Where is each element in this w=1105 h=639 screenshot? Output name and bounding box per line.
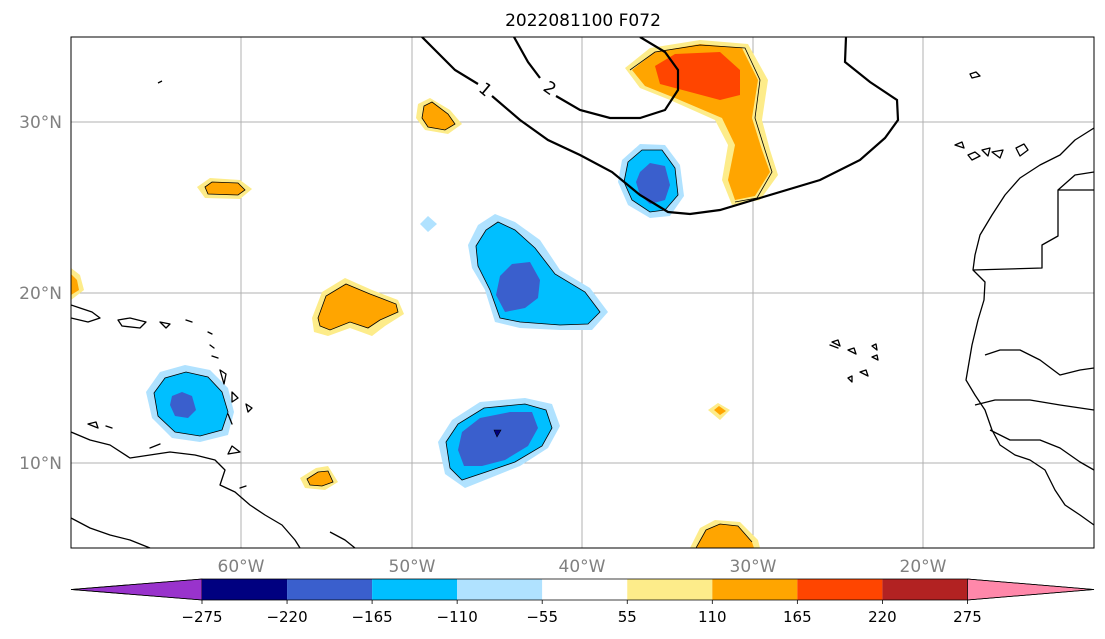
colorbar-tick-label: −165 — [351, 608, 392, 626]
lon-label-40w: 40°W — [559, 557, 606, 577]
colorbar-tick-label: −220 — [266, 608, 307, 626]
positive-anomalies — [71, 40, 778, 548]
coastlines — [71, 71, 1094, 548]
contour-2 — [513, 37, 680, 120]
thin-contours — [153, 44, 773, 548]
colorbar-segment — [287, 579, 373, 600]
coast-canaries — [954, 141, 1029, 161]
lat-label-20n: 20°N — [19, 284, 62, 304]
contour-1 — [421, 37, 900, 216]
map-title: 2022081100 F072 — [505, 11, 661, 31]
colorbar-segment — [372, 579, 458, 600]
colorbar-tick-label: −110 — [437, 608, 478, 626]
colorbar-segment — [627, 579, 713, 600]
coast-cape-verde — [829, 339, 879, 383]
map-frame — [70, 36, 1095, 549]
colorbar-segment — [797, 579, 883, 600]
colorbar-tick-label: −275 — [181, 608, 222, 626]
colorbar-tick-label: −55 — [526, 608, 558, 626]
lon-label-20w: 20°W — [900, 557, 947, 577]
minimum-marker — [493, 429, 502, 438]
colorbar-segment — [882, 579, 968, 600]
colorbar-extend-low — [70, 578, 203, 601]
colorbar-segment — [712, 579, 798, 600]
colorbar: −275 −220 −165 −110 −55 55 110 165 220 275 — [70, 578, 1095, 626]
map-panel: 1 2 — [71, 37, 1094, 548]
lon-label-30w: 30°W — [730, 557, 777, 577]
coast-south-america — [71, 431, 301, 548]
thick-contours — [421, 37, 900, 216]
latitude-labels: 30°N 20°N 10°N — [19, 113, 62, 474]
colorbar-tick-label: 110 — [698, 608, 727, 626]
anomaly-49w-24n — [420, 216, 437, 232]
lon-label-60w: 60°W — [218, 557, 265, 577]
coast-africa — [965, 127, 1094, 526]
colorbar-segment — [457, 579, 543, 600]
lat-label-30n: 30°N — [19, 113, 62, 133]
coast-caribbean — [71, 304, 253, 425]
lon-label-50w: 50°W — [389, 557, 436, 577]
colorbar-tick-label: 165 — [783, 608, 812, 626]
colorbar-segment — [542, 579, 628, 600]
colorbar-tick-label: 275 — [953, 608, 982, 626]
longitude-labels: 60°W 50°W 40°W 30°W 20°W — [218, 557, 947, 577]
anomaly-ne-red — [655, 52, 740, 100]
colorbar-tick-label: 220 — [868, 608, 897, 626]
lat-label-10n: 10°N — [19, 454, 62, 474]
colorbar-extend-high — [967, 578, 1095, 601]
colorbar-tick-label: 55 — [618, 608, 637, 626]
colorbar-segment — [202, 579, 288, 600]
negative-anomalies — [146, 144, 684, 488]
